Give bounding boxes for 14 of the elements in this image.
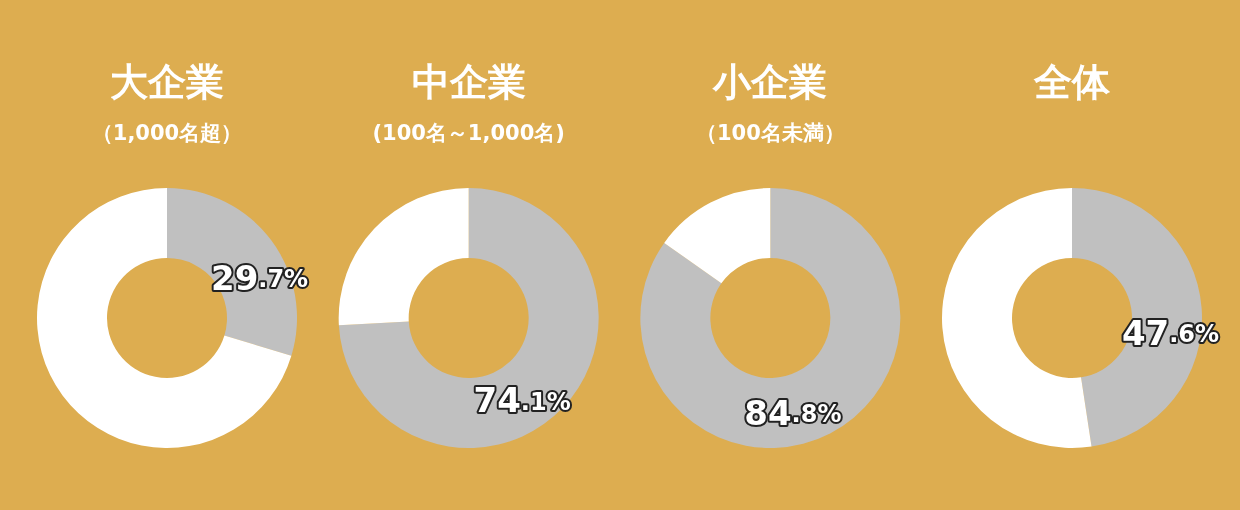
chart-title: 全体: [1033, 60, 1111, 104]
chart-title: 小企業: [712, 60, 828, 104]
donut-slice: [640, 188, 901, 448]
donut-slice: [942, 188, 1092, 448]
data-label: 84.8%: [744, 392, 842, 433]
chart-subtitle: （1,000名超）: [91, 121, 243, 145]
chart-subtitle: （100名未満）: [695, 121, 845, 145]
chart-title: 中企業: [411, 60, 526, 104]
chart-subtitle: (100名～1,000名): [372, 121, 565, 145]
donut-slice: [664, 188, 771, 284]
donut-slice: [338, 188, 599, 448]
donut-slice: [338, 188, 469, 326]
chart-title: 大企業: [110, 60, 224, 104]
data-label: 74.1%: [473, 380, 571, 421]
